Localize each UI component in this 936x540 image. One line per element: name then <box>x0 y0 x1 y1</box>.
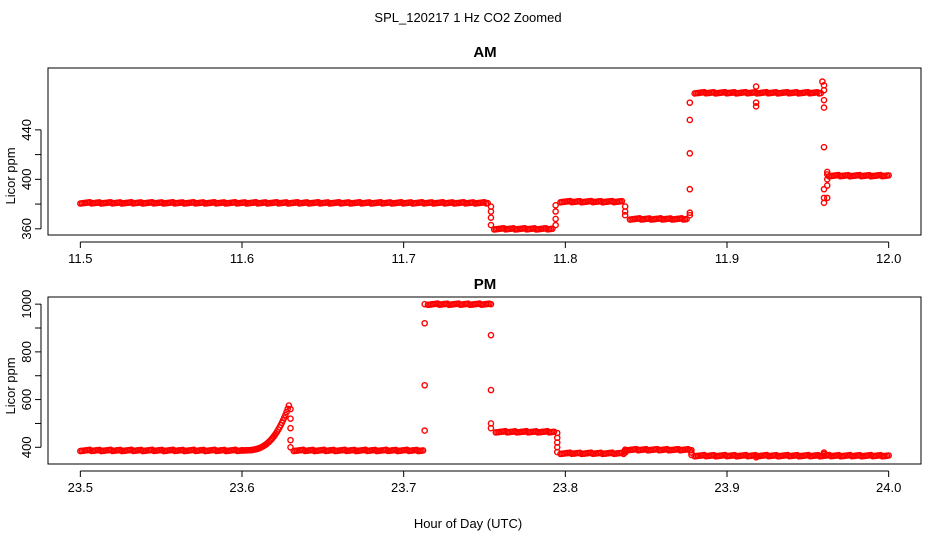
am-transition-point <box>820 96 828 104</box>
pm-ramp-point <box>284 405 292 413</box>
am-y-axis-label: Licor ppm <box>3 147 18 204</box>
am-transition-point <box>823 194 831 202</box>
am-transition-point <box>823 182 831 189</box>
pm-transition-point <box>287 443 294 451</box>
am-x-tick-label: 11.6 <box>230 251 254 266</box>
pm-transition-point <box>487 331 495 339</box>
pm-outlier-point <box>820 450 828 458</box>
am-transition-point <box>487 221 495 229</box>
am-data-point <box>484 199 492 207</box>
pm-y-tick-label: 600 <box>19 389 34 411</box>
pm-transition-point <box>553 448 561 456</box>
pm-y-axis-label: Licor ppm <box>3 357 18 414</box>
pm-transition-point <box>287 415 294 422</box>
am-transition-point <box>820 143 828 151</box>
pm-panel-title: PM <box>474 276 497 293</box>
am-data-point <box>618 197 626 205</box>
am-transition-point <box>552 215 559 223</box>
pm-transition-point <box>421 300 428 308</box>
am-outlier-point <box>752 99 760 106</box>
pm-x-tick-label: 23.5 <box>68 480 93 495</box>
pm-transition-point <box>287 424 294 432</box>
am-outlier-point <box>752 83 760 90</box>
pm-transition-point <box>688 449 695 456</box>
am-transition-point <box>487 208 495 215</box>
am-outlier-point <box>752 103 760 110</box>
pm-transition-point <box>487 424 495 432</box>
pm-y-tick-label: 800 <box>19 341 34 363</box>
am-transition-point <box>686 150 694 157</box>
am-transition-point <box>820 185 828 193</box>
pm-y-tick-label: 1000 <box>19 290 34 319</box>
pm-x-tick-label: 23.8 <box>553 480 578 495</box>
am-transition-point <box>686 211 694 219</box>
am-panel: AM Licor ppm 11.5 11.6 11.7 11.8 11.9 12.0 360… <box>3 44 922 266</box>
am-x-tick-label: 12.0 <box>876 251 901 266</box>
pm-transition-point <box>421 319 428 327</box>
am-transition-point <box>621 211 629 219</box>
pm-transition-point <box>287 405 294 413</box>
pm-x-tick-label: 23.9 <box>714 480 739 495</box>
pm-x-tick-label: 23.6 <box>229 480 254 495</box>
pm-panel: PM Licor ppm 23.5 23.6 23.7 23.8 23.9 24.0 400… <box>3 276 922 495</box>
pm-data-point <box>885 452 892 459</box>
am-transition-point <box>686 99 694 106</box>
am-x-tick-label: 11.8 <box>553 251 577 266</box>
am-transition-point <box>487 214 495 221</box>
am-transition-point <box>823 168 831 176</box>
am-plot-frame <box>47 67 922 236</box>
am-transition-point <box>686 116 694 124</box>
am-x-tick-label: 11.5 <box>68 251 92 266</box>
am-y-tick-label: 400 <box>19 168 34 190</box>
am-transition-point <box>820 104 828 111</box>
pm-transition-point <box>421 427 428 434</box>
am-y-tick-label: 440 <box>19 119 34 141</box>
pm-x-tick-label: 24.0 <box>876 480 901 495</box>
am-data-point <box>885 172 892 179</box>
am-transition-point <box>820 199 828 207</box>
pm-y-tick-label: 400 <box>19 436 34 458</box>
am-data-point <box>549 225 556 233</box>
am-transition-point <box>686 209 694 217</box>
am-x-tick-label: 11.7 <box>391 251 415 266</box>
figure-x-axis-label: Hour of Day (UTC) <box>414 516 522 531</box>
am-transition-point <box>552 208 559 215</box>
pm-plot-frame <box>47 296 922 465</box>
am-outlier-point <box>819 78 826 85</box>
pm-ramp-point <box>285 402 293 409</box>
am-x-tick-label: 11.9 <box>715 251 739 266</box>
pm-transition-point <box>688 451 695 459</box>
pm-data-point <box>419 447 427 454</box>
am-transition-point <box>552 202 559 209</box>
pm-transition-point <box>621 446 629 453</box>
pm-transition-point <box>487 300 495 308</box>
pm-x-tick-label: 23.7 <box>391 480 416 495</box>
am-transition-point <box>686 185 694 193</box>
am-transition-point <box>621 208 629 215</box>
am-transition-point <box>823 171 831 178</box>
am-transition-point <box>552 221 559 229</box>
pm-transition-point <box>487 386 495 394</box>
am-transition-point <box>820 86 828 94</box>
pm-data-point <box>550 428 558 436</box>
figure-title: SPL_120217 1 Hz CO2 Zoomed <box>374 10 561 25</box>
am-panel-title: AM <box>473 44 496 61</box>
pm-transition-point <box>421 381 428 389</box>
pm-outlier-point <box>752 454 760 461</box>
pm-transition-point <box>287 436 294 444</box>
am-data-point <box>683 215 690 223</box>
am-y-tick-label: 360 <box>19 218 34 240</box>
